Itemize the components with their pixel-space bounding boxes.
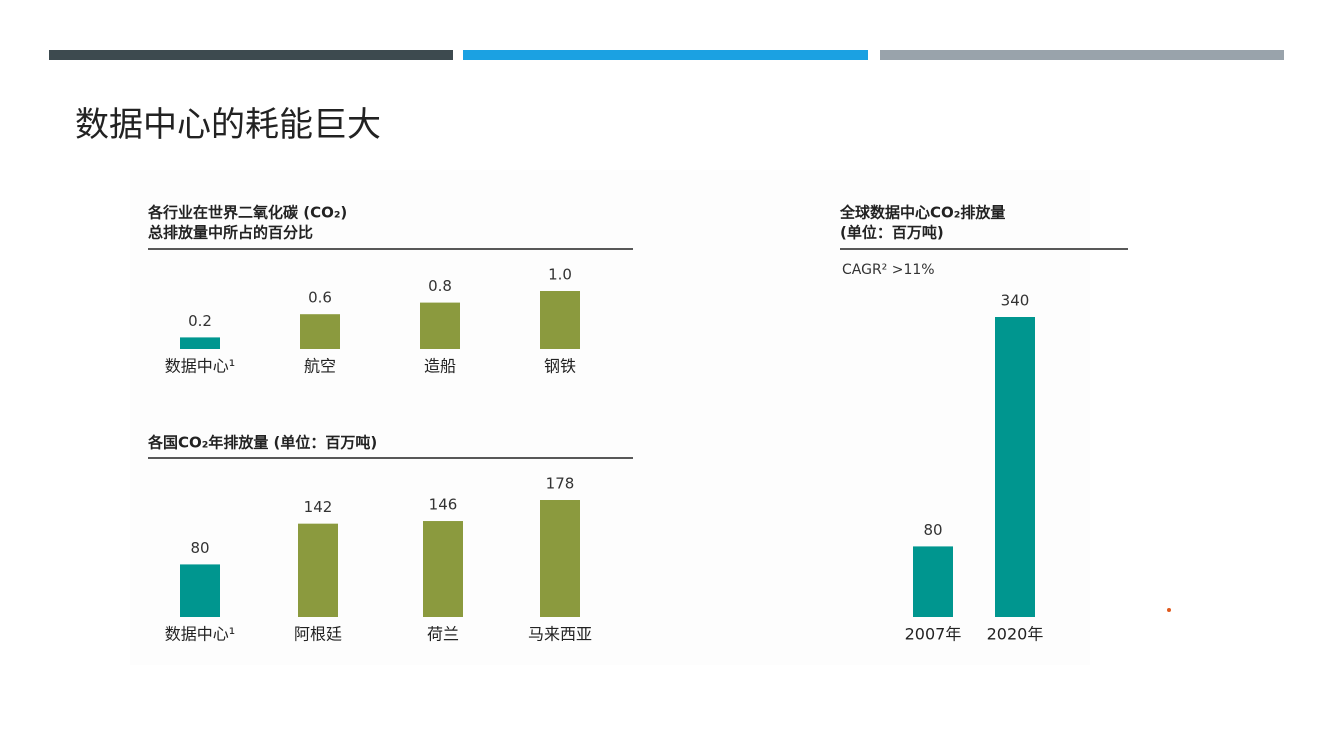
category-label: 2020年 [987, 625, 1044, 644]
bar [540, 291, 580, 349]
value-label: 0.2 [188, 312, 212, 330]
bar [420, 302, 460, 349]
category-label: 荷兰 [427, 625, 459, 644]
bar [300, 314, 340, 349]
chart-title: 全球数据中心CO₂排放量 [839, 204, 1005, 222]
value-label: 0.6 [308, 289, 332, 307]
header-bar [880, 50, 1284, 60]
category-label: 数据中心¹ [165, 357, 235, 376]
value-label: 0.8 [428, 277, 452, 295]
chart-title: 总排放量中所占的百分比 [148, 224, 313, 242]
chart-title: 各行业在世界二氧化碳 (CO₂) [147, 204, 347, 222]
value-label: 80 [923, 521, 942, 539]
bar [995, 317, 1035, 617]
chart-title: 各国CO₂年排放量 (单位：百万吨) [147, 434, 377, 452]
header-bar [49, 50, 453, 60]
category-label: 造船 [424, 357, 456, 376]
slide-title: 数据中心的耗能巨大 [75, 105, 381, 145]
chart-title: (单位：百万吨) [840, 224, 944, 242]
category-label: 马来西亚 [528, 625, 592, 644]
bar [423, 521, 463, 617]
bar [180, 337, 220, 349]
value-label: 142 [304, 498, 333, 516]
bar [180, 564, 220, 617]
value-label: 146 [429, 496, 458, 514]
value-label: 1.0 [548, 266, 572, 284]
dot [1167, 608, 1171, 612]
bar [298, 523, 338, 617]
value-label: 80 [190, 539, 209, 557]
annotation: CAGR² >11% [842, 262, 935, 278]
category-label: 航空 [304, 357, 336, 376]
value-label: 340 [1001, 292, 1030, 310]
category-label: 2007年 [905, 625, 962, 644]
category-label: 钢铁 [544, 357, 576, 376]
value-label: 178 [546, 475, 575, 493]
bar [540, 500, 580, 617]
header-bar [463, 50, 868, 60]
bar [913, 546, 953, 617]
category-label: 数据中心¹ [165, 625, 235, 644]
category-label: 阿根廷 [294, 625, 342, 644]
